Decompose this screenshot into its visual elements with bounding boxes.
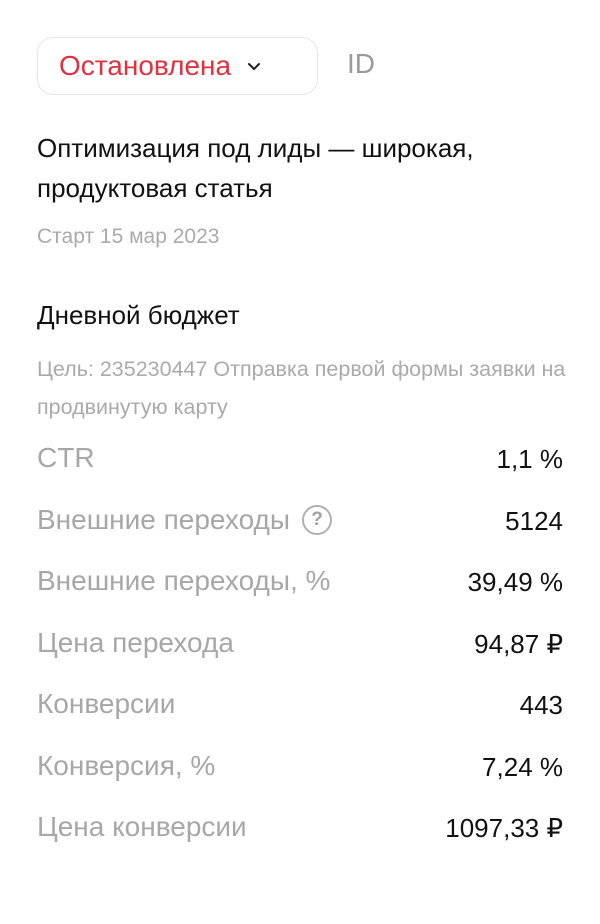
campaign-title: Оптимизация под лиды — широкая, продукто… (37, 133, 474, 203)
budget-title: Дневной бюджет (37, 300, 240, 330)
metric-value: 1097,33 ₽ (445, 813, 563, 843)
status-label: Остановлена (59, 50, 232, 81)
metric-label: Цена перехода (37, 626, 234, 658)
metric-label-wrap: Внешние переходы ? (37, 504, 332, 536)
metric-row: Внешние переходы, % 39,49 % (37, 565, 563, 627)
metric-label: Цена конверсии (37, 811, 247, 842)
metric-value: 39,49 % (467, 567, 563, 597)
metric-value: 1,1 % (496, 444, 564, 474)
metric-label: CTR (37, 442, 95, 473)
metric-label: Конверсия, % (37, 749, 216, 781)
campaign-start-date: Старт 15 мар 2023 (37, 225, 220, 248)
metric-row: Конверсия, % 7,24 % (37, 750, 563, 812)
metric-value: 5124 (505, 505, 563, 536)
metric-value: 443 (519, 690, 563, 720)
goal-text: Цель: 235230447 Отправка первой формы за… (37, 357, 566, 419)
id-label: ID (347, 48, 375, 79)
status-dropdown[interactable]: Остановлена (37, 37, 318, 95)
metrics-list: CTR 1,1 % Внешние переходы ? 5124 Внешни… (37, 442, 563, 873)
metric-value: 94,87 ₽ (474, 628, 563, 659)
metric-value: 7,24 % (482, 751, 563, 782)
metric-label: Внешние переходы, % (37, 565, 331, 596)
question-circle-icon[interactable]: ? (302, 504, 332, 535)
metric-label: Внешние переходы (37, 503, 290, 535)
metric-row: CTR 1,1 % (37, 442, 563, 504)
metric-row: Внешние переходы ? 5124 (37, 504, 563, 566)
chevron-down-icon (245, 57, 263, 75)
metric-row: Цена перехода 94,87 ₽ (37, 627, 563, 689)
metric-label: Конверсии (37, 688, 176, 719)
metric-row: Конверсии 443 (37, 688, 563, 750)
metric-row: Цена конверсии 1097,33 ₽ (37, 811, 563, 873)
